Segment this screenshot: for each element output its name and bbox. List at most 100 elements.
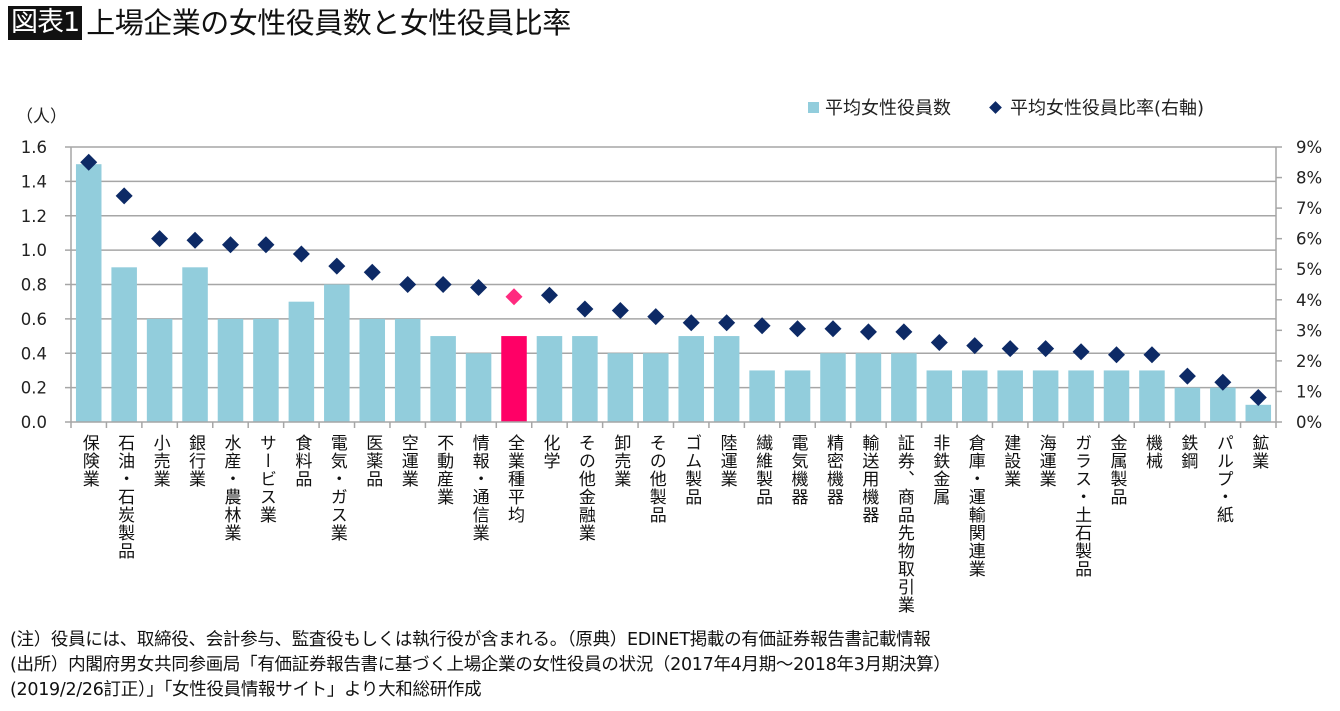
y-tick-label: 1.4 [21,172,47,191]
y2-tick-label: 5% [1296,260,1322,279]
bar [1103,370,1130,422]
ratio-marker [966,337,984,355]
x-category-label: 海運業 [1036,434,1057,488]
x-category-label: 輸送用機器 [858,434,879,524]
ratio-marker [930,334,948,352]
figure-title: 上場企業の女性役員数と女性役員比率 [86,6,571,40]
x-category-label: 保険業 [79,434,100,488]
legend-item-markers: 平均女性役員比率(右軸) [987,94,1204,120]
ratio-marker [115,187,133,205]
x-category-label: 建設業 [1000,434,1021,488]
x-category-label: 全業種平均 [504,434,525,524]
x-category-label: ゴム製品 [681,434,702,506]
ratio-marker [718,314,736,332]
bar [643,353,669,422]
bar [855,353,882,422]
y-tick-label: 0.2 [21,379,47,398]
bar [1174,387,1201,422]
x-category-label: パルプ・紙 [1213,434,1234,524]
x-category-label: 非鉄金属 [929,434,950,506]
ratio-marker [505,288,523,306]
y2-tick-label: 7% [1296,199,1322,218]
x-category-label: 機械 [1142,434,1163,470]
x-category-label: 繊維製品 [752,434,773,506]
bar [253,318,279,422]
x-category-label: サービス業 [256,434,277,524]
x-category-label: ガラス・土石製品 [1071,434,1092,578]
bar [465,353,492,422]
chart-area: 0.0 0.2 0.4 0.6 0.8 1.0 1.2 1.4 1.6 0% 1% 2% 3% 4% 5% 6… [21,138,1322,614]
ratio-marker [682,314,700,332]
bar [146,318,173,422]
ratio-marker [363,263,381,281]
ratio-marker [221,236,239,254]
bar [324,284,350,422]
ratio-marker [576,300,594,318]
chart-title: 図表1 上場企業の女性役員数と女性役員比率 [8,4,571,42]
bar [430,336,456,422]
bar [784,370,811,422]
ratio-marker [470,279,488,297]
legend-label-bars: 平均女性役員数 [825,98,951,119]
ratio-marker [824,320,842,338]
y2-tick-label: 4% [1296,291,1322,310]
ratio-marker [1143,346,1161,364]
bar [997,370,1023,422]
bar [607,353,634,422]
x-category-label: 石油・石炭製品 [114,434,135,560]
x-category-label: 医薬品 [362,434,383,488]
x-category-label: 電気機器 [788,434,809,506]
y2-tick-label: 8% [1296,169,1322,188]
y-tick-label: 1.2 [21,207,47,226]
ratio-marker [186,231,204,249]
bar [1210,387,1236,422]
ratio-marker [1072,343,1090,361]
y-tick-label: 0.4 [21,344,47,363]
x-category-label: 証券、商品先物取引業 [894,434,915,614]
ratio-marker [292,245,310,263]
bar [891,353,917,422]
y-tick-label: 1.6 [21,138,47,157]
footnotes: (注）役員には、取締役、会計参与、監査役もしくは執行役が含まれる。（原典）EDI… [10,628,951,703]
x-category-label: 金属製品 [1107,434,1128,506]
x-category-label: 水産・農林業 [220,434,241,542]
x-category-label: 卸売業 [610,434,631,488]
ratio-marker [257,236,275,254]
bar [713,336,740,422]
ratio-marker [1178,367,1196,385]
bar [501,336,527,422]
legend-label-markers: 平均女性役員比率(右軸) [1010,98,1205,119]
x-category-label: その他金融業 [575,434,596,542]
x-category-label: 小売業 [150,434,171,488]
y-tick-label: 0.0 [21,413,47,432]
legend: 平均女性役員数 平均女性役員比率(右軸) [808,94,1240,120]
ratio-marker [1001,340,1019,358]
ratio-marker [859,323,877,341]
bar [217,318,244,422]
x-category-label: 情報・通信業 [469,434,490,542]
y-axis-unit-label: （人） [16,107,67,127]
ratio-marker [647,308,665,326]
source-line-continued: (2019/2/26訂正）」「女性役員情報サイト」より大和総研作成 [10,680,482,700]
x-category-label: 銀行業 [185,434,206,488]
y-tick-label: 0.6 [21,310,47,329]
x-category-label: 化学 [539,434,560,470]
x-category-label: 不動産業 [433,434,454,506]
note-line: (注）役員には、取締役、会計参与、監査役もしくは執行役が含まれる。（原典）EDI… [10,630,931,650]
x-category-label: 鉱業 [1248,434,1269,470]
source-line: (出所）内閣府男女共同参画局「有価証券報告書に基づく上場企業の女性役員の状況（2… [10,655,951,675]
bar [75,164,102,422]
bar [820,353,846,422]
y2-tick-label: 2% [1296,352,1322,371]
ratio-marker [399,276,417,293]
bar [394,318,421,422]
ratio-marker [611,301,629,319]
bar [572,336,598,422]
ratio-marker [1108,346,1126,364]
y2-tick-label: 3% [1296,321,1322,340]
ratio-marker [1037,340,1055,358]
y2-tick-label: 6% [1296,230,1322,249]
x-category-label: 食料品 [291,434,312,488]
ratio-marker [540,286,558,304]
x-category-label: 陸運業 [717,434,738,488]
